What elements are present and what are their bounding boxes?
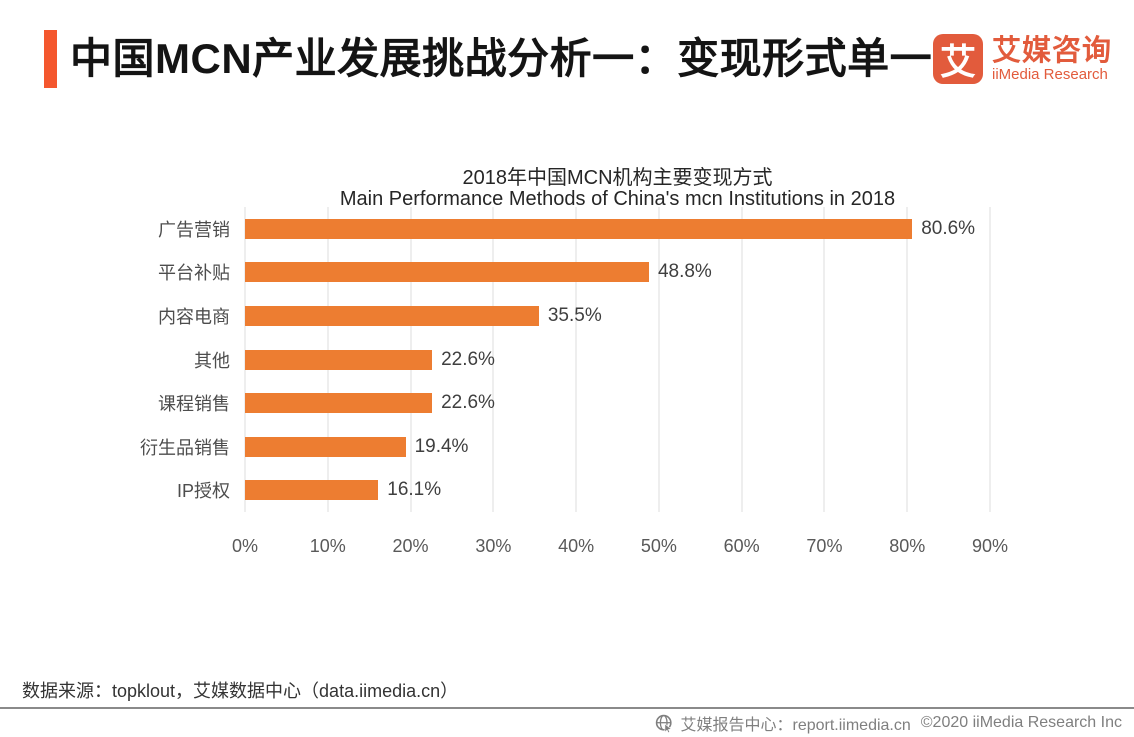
bar-chart-plot-area: 广告营销 80.6% 平台补贴 48.8% 内容电商 35.5% 其他 22.6% 课程销售 22… <box>140 207 991 512</box>
gridline <box>823 207 825 512</box>
x-axis-tick-label: 80% <box>889 536 926 556</box>
bar <box>245 349 433 370</box>
category-label: IP授权 <box>176 481 230 502</box>
value-label: 35.5% <box>547 304 602 326</box>
copyright-text: ©2020 iiMedia Research Inc <box>920 714 1122 731</box>
gridline <box>906 207 908 512</box>
footer-bar: 艾媒报告中心：report.iimedia.cn ©2020 iiMedia R… <box>655 711 1126 735</box>
x-axis-tick-label: 10% <box>309 536 346 556</box>
gridline <box>741 207 743 512</box>
value-label: 80.6% <box>921 217 976 239</box>
gridline <box>492 207 494 512</box>
bar-row: IP授权 16.1% <box>177 468 990 512</box>
x-axis-tick-label: 70% <box>806 536 843 556</box>
x-axis-tick-label: 30% <box>475 536 512 556</box>
value-label: 16.1% <box>387 479 442 501</box>
value-label: 22.6% <box>441 392 495 414</box>
category-label: 内容电商 <box>158 306 230 327</box>
globe-cursor-icon <box>655 714 674 733</box>
x-axis: 0% 10% 20% 30% 40% 50% 60% 70% 80% 90% <box>232 536 1008 560</box>
category-label: 衍生品销售 <box>140 437 230 458</box>
category-label: 课程销售 <box>158 394 230 415</box>
bar-row: 广告营销 80.6% <box>158 207 990 251</box>
chart-title: 2018年中国MCN机构主要变现方式 <box>462 167 773 189</box>
category-label: 平台补贴 <box>158 263 230 284</box>
report-center-text: 艾媒报告中心：report.iimedia.cn <box>680 717 911 734</box>
footer-divider <box>0 707 1134 709</box>
bar-row: 课程销售 22.6% <box>158 381 990 425</box>
x-axis-tick-label: 40% <box>558 536 595 556</box>
x-axis-tick-label: 0% <box>231 536 259 556</box>
brand-logo-text: 艾媒咨询 iiMedia Research <box>992 36 1112 83</box>
bar <box>245 436 406 457</box>
x-axis-tick-label: 50% <box>640 536 677 556</box>
category-label: 其他 <box>194 350 230 371</box>
value-label: 48.8% <box>657 261 712 283</box>
bar-row: 其他 22.6% <box>194 338 990 382</box>
gridline <box>658 207 660 512</box>
bar <box>245 480 379 501</box>
value-label: 22.6% <box>441 348 495 370</box>
x-axis-tick-label: 20% <box>392 536 429 556</box>
bar-row: 衍生品销售 19.4% <box>140 425 990 469</box>
bar-rows: 广告营销 80.6% 平台补贴 48.8% 内容电商 35.5% 其他 22.6% 课程销售 22… <box>140 207 990 512</box>
title-accent-bar <box>44 30 57 88</box>
bar-row: 内容电商 35.5% <box>158 294 990 338</box>
gridline <box>575 207 577 512</box>
bar <box>245 262 649 283</box>
gridline <box>989 207 991 512</box>
bar-row: 平台补贴 48.8% <box>158 251 990 295</box>
x-axis-tick-label: 90% <box>971 536 1009 556</box>
category-label: 广告营销 <box>158 219 230 240</box>
bar <box>245 218 913 239</box>
data-source-note: 数据来源：topklout，艾媒数据中心（data.iimedia.cn） <box>22 681 459 701</box>
page-title: 中国MCN产业发展挑战分析一：变现形式单一 <box>70 35 933 82</box>
brand-logo-icon: 艾 <box>932 34 983 84</box>
bar <box>245 305 539 326</box>
bar <box>245 393 433 414</box>
brand-name-en: iiMedia Research <box>991 65 1108 83</box>
x-axis-tick-label: 60% <box>723 536 760 556</box>
brand-name-cn: 艾媒咨询 <box>991 34 1112 67</box>
brand-logo: 艾 艾媒咨询 iiMedia Research <box>932 34 1112 84</box>
brand-logo-glyph: 艾 <box>939 41 976 82</box>
chart-subtitle: Main Performance Methods of China's mcn … <box>339 188 896 210</box>
value-label: 19.4% <box>414 435 469 457</box>
